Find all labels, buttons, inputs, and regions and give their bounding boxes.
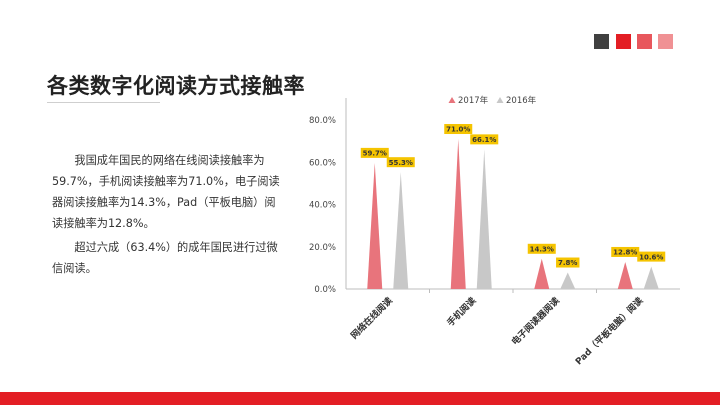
- footer-bar: [0, 392, 720, 405]
- bar-mark: [643, 266, 659, 289]
- bar-mark: [617, 261, 633, 289]
- data-label-box: [527, 243, 556, 254]
- deco-square-3: [637, 34, 652, 49]
- data-label-box: [360, 147, 389, 158]
- data-label-box: [470, 134, 499, 145]
- y-tick-label: 40.0%: [309, 201, 336, 211]
- data-label-box: [611, 246, 640, 257]
- deco-square-1: [594, 34, 609, 49]
- y-tick-label: 20.0%: [309, 243, 336, 253]
- bar-mark: [367, 162, 383, 289]
- y-tick-label: 0.0%: [314, 285, 336, 295]
- legend-marker: [448, 97, 456, 103]
- data-label: 71.0%: [446, 126, 470, 134]
- x-category-label: 网络在线阅读: [348, 295, 395, 342]
- data-label-box: [637, 251, 666, 262]
- deco-square-2: [616, 34, 631, 49]
- bar-mark: [560, 272, 576, 289]
- bar-mark: [450, 139, 466, 289]
- bar-mark: [534, 258, 550, 289]
- bar-mark: [393, 172, 409, 289]
- legend-marker: [496, 97, 504, 103]
- description-paragraph-1: 我国成年国民的网络在线阅读接触率为59.7%，手机阅读接触率为71.0%，电子阅…: [52, 154, 280, 230]
- data-label: 14.3%: [530, 245, 554, 253]
- title-underline: [47, 102, 160, 103]
- data-label-box: [444, 124, 473, 135]
- page-title: 各类数字化阅读方式接触率: [47, 74, 305, 98]
- data-label: 7.8%: [558, 259, 577, 267]
- data-label: 66.1%: [472, 136, 496, 144]
- deco-square-4: [658, 34, 673, 49]
- legend-label: 2017年: [458, 95, 489, 106]
- x-category-label: 电子阅读器阅读: [509, 295, 562, 348]
- data-label: 12.8%: [613, 249, 637, 257]
- bar-mark: [476, 149, 492, 289]
- data-label: 59.7%: [363, 150, 387, 158]
- description-text: 我国成年国民的网络在线阅读接触率为59.7%，手机阅读接触率为71.0%，电子阅…: [52, 150, 282, 282]
- data-label: 10.6%: [639, 253, 663, 261]
- data-label-box: [386, 157, 415, 168]
- legend-label: 2016年: [506, 95, 537, 106]
- y-tick-label: 80.0%: [309, 116, 336, 126]
- x-category-label: Pad（平板电脑）阅读: [573, 295, 646, 368]
- x-category-label: 手机阅读: [444, 295, 478, 329]
- data-label-box: [556, 257, 580, 268]
- description-paragraph-2: 超过六成（63.4%）的成年国民进行过微信阅读。: [52, 241, 278, 275]
- data-label: 55.3%: [389, 159, 413, 167]
- y-tick-label: 60.0%: [309, 158, 336, 168]
